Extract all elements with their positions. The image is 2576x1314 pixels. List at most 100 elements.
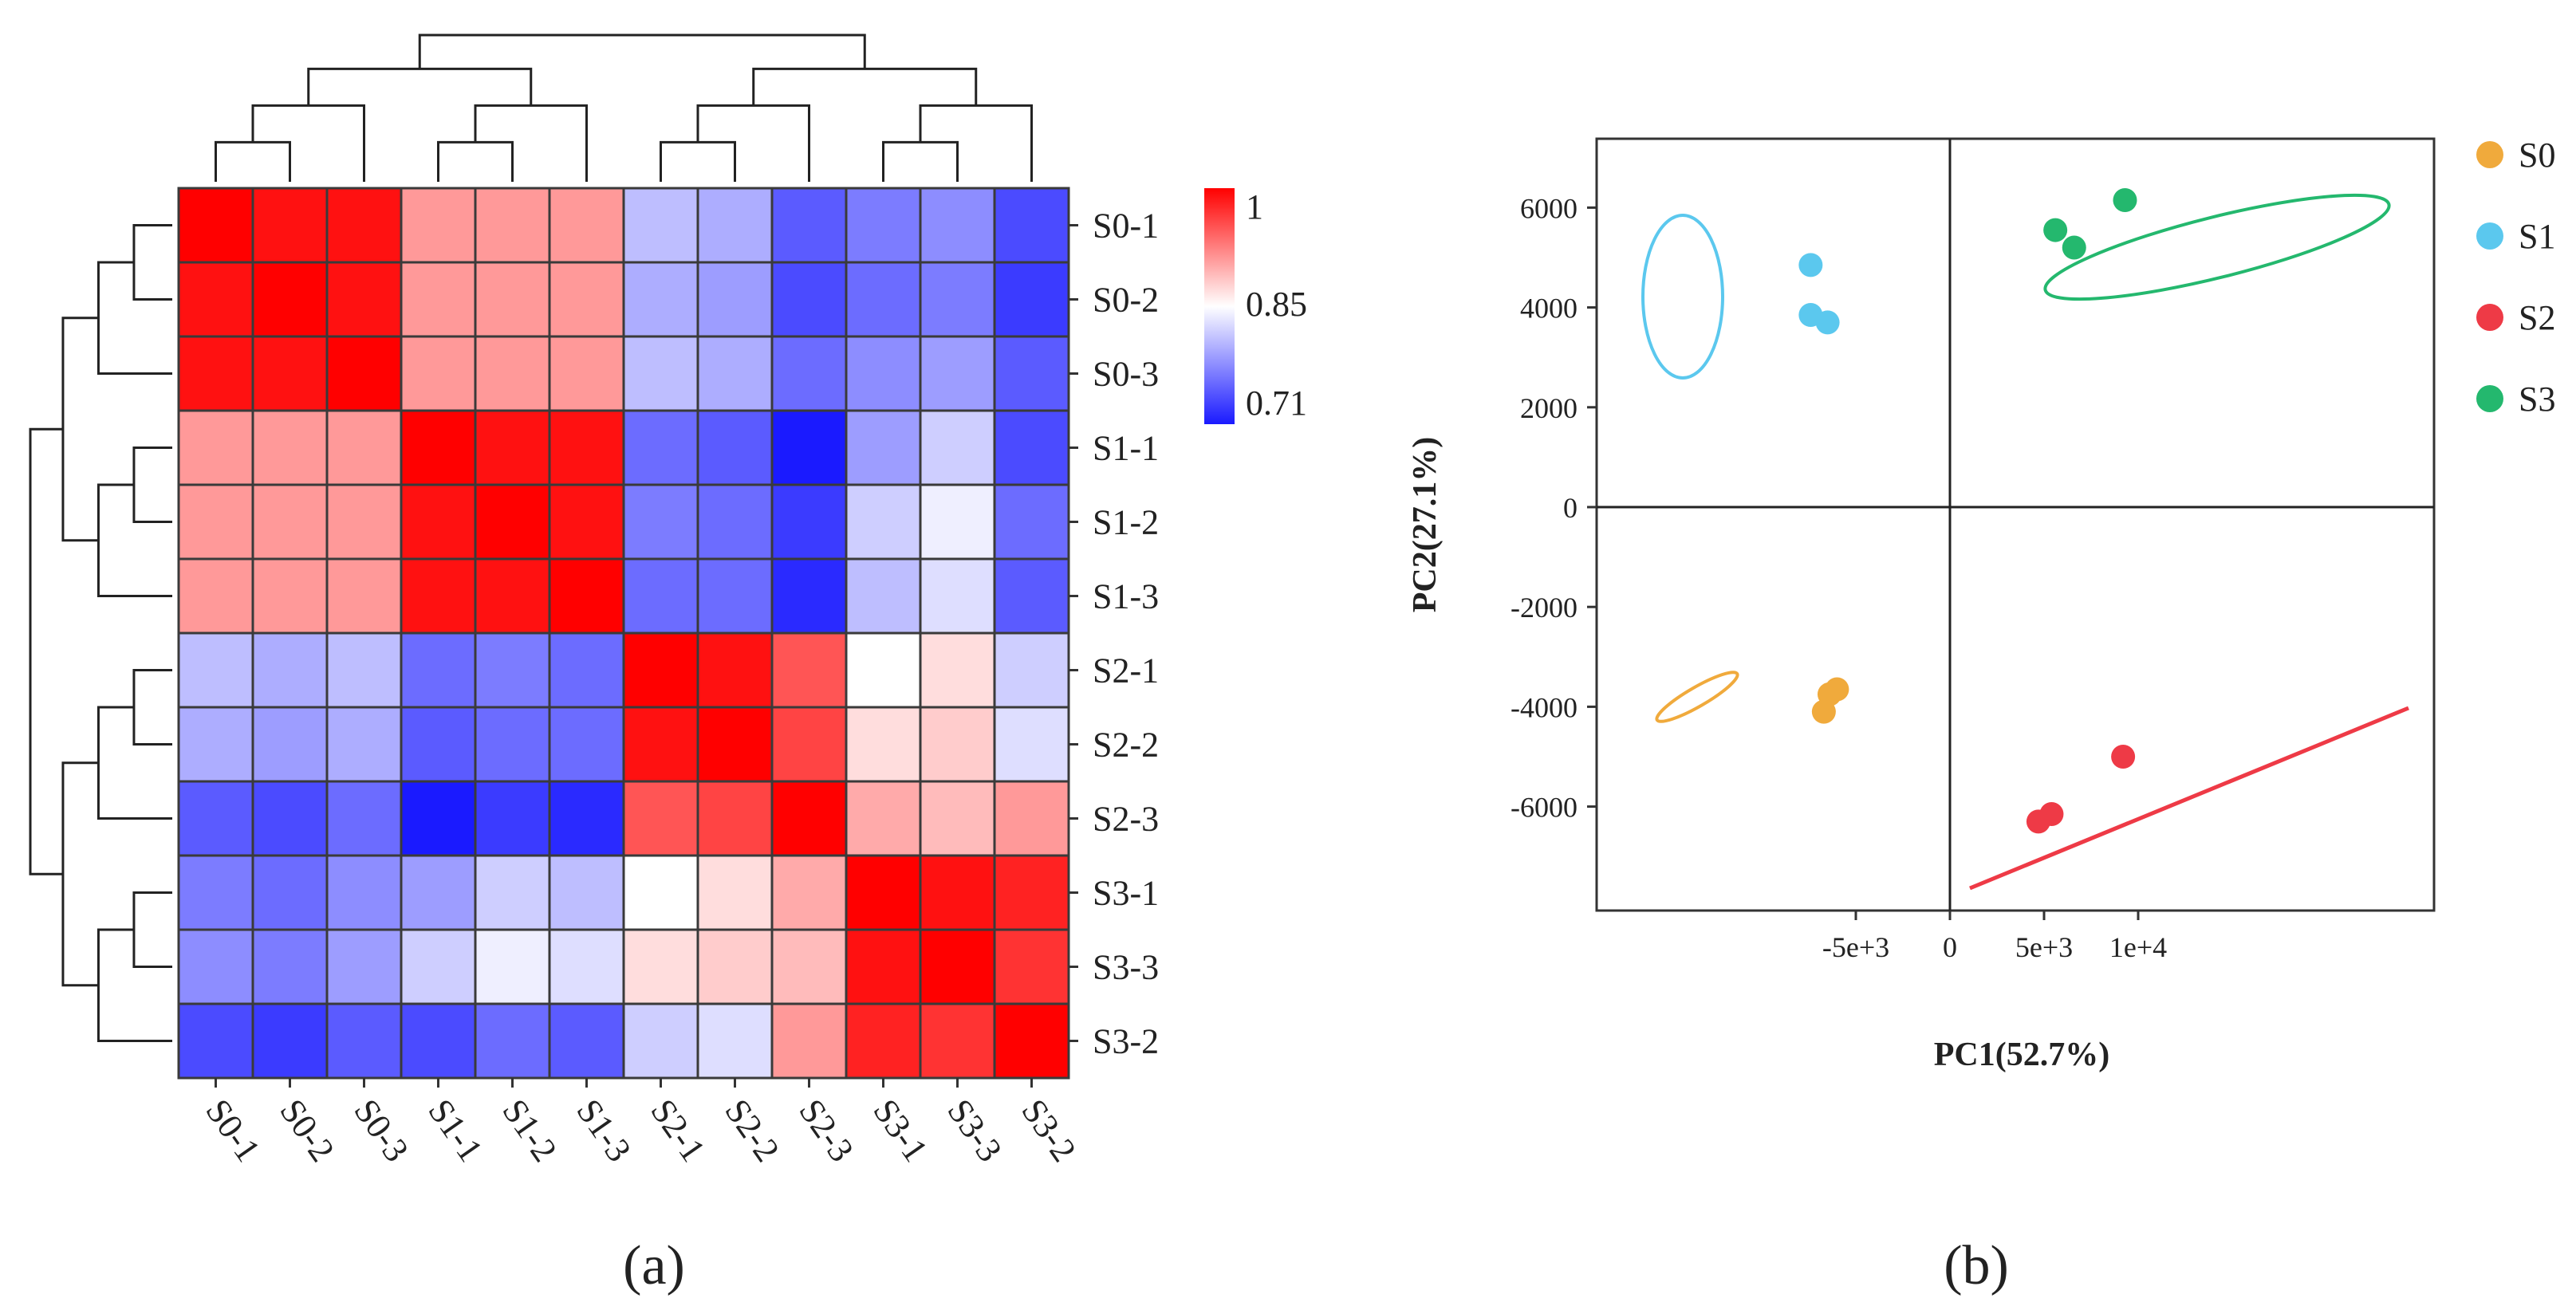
heatmap-cell [548,409,625,486]
heatmap-cell [251,780,329,857]
heatmap-cell [400,187,477,264]
heatmap-cell [325,1002,403,1080]
x-axis-label: PC1(52.7%) [1934,1037,2109,1073]
heatmap-cell [177,483,254,561]
col-label: S3-2 [1014,1092,1084,1169]
heatmap-cell [325,854,403,931]
legend-label-S3: S3 [2519,380,2555,419]
heatmap-cell [251,187,329,264]
heatmap-cell [548,335,625,412]
heatmap-cell [696,483,774,561]
heatmap-cell [325,187,403,264]
heatmap-cell [325,706,403,783]
heatmap-cell [400,928,477,1005]
dendrogram-link [97,483,172,597]
heatmap-cell [993,261,1070,338]
x-tick-label: 5e+3 [2015,931,2073,963]
colorbar-gradient [1204,188,1235,424]
heatmap-cell [845,187,922,264]
heatmap-cell [770,928,848,1005]
heatmap-cell [325,780,403,857]
heatmap-cell [919,706,996,783]
col-label: S0-1 [198,1092,268,1169]
heatmap-cell [696,335,774,412]
heatmap-cell [919,928,996,1005]
heatmap-cell [548,557,625,635]
heatmap-cell [474,261,551,338]
x-tick-label: 1e+4 [2109,931,2167,963]
y-axis-ticks: 6000 4000 2000 0 -2000 -4000 -6000 [1511,192,1597,824]
col-label: S0-2 [272,1092,342,1169]
heatmap-cell [474,780,551,857]
heatmap-cell [325,409,403,486]
heatmap-cell [400,335,477,412]
heatmap-cell [474,928,551,1005]
S2-line [1969,706,2409,891]
row-label: S1-3 [1093,577,1159,616]
pca-point-S3 [2043,218,2068,242]
heatmap-cell [770,409,848,486]
heatmap-cell [993,706,1070,783]
dendrogram-link [919,104,1033,182]
dendrogram-link [696,104,810,182]
heatmap-cell [400,780,477,857]
y-tick-label: 0 [1563,492,1578,524]
heatmap-cell [919,631,996,709]
heatmap-cell [770,854,848,931]
row-label: S3-1 [1093,874,1159,913]
heatmap-cell [177,335,254,412]
panel-b-pca: 6000 4000 2000 0 -2000 -4000 -6000 -5e+3 0 5e+3 1… [1407,136,2555,1296]
y-tick-label: -2000 [1511,592,1578,624]
heatmap-cell [845,706,922,783]
heatmap-cell [177,780,254,857]
dendrogram-link [132,224,172,301]
S0-ellipse [1655,671,1739,723]
heatmap-cell [993,1002,1070,1080]
heatmap-cell [325,631,403,709]
dendrogram-link [752,67,978,106]
heatmap-cell [845,335,922,412]
dendrogram-link [29,427,63,875]
heatmap-cell [474,854,551,931]
x-axis-ticks: -5e+3 0 5e+3 1e+4 [1822,911,2167,963]
y-tick-label: -6000 [1511,792,1578,824]
heatmap-cell [177,261,254,338]
heatmap-cell [251,557,329,635]
heatmap-cell [622,1002,699,1080]
heatmap-cell [400,854,477,931]
heatmap-cell [993,335,1070,412]
heatmap-cell [845,483,922,561]
heatmap-cell [919,335,996,412]
pca-point-S3 [2113,188,2137,213]
dendrogram-link [97,928,172,1042]
heatmap-cell [474,187,551,264]
legend-label-S0: S0 [2519,136,2555,175]
heatmap-cell [770,483,848,561]
heatmap-cell [696,706,774,783]
heatmap-cell [548,780,625,857]
heatmap-cell [548,1002,625,1080]
heatmap-cell [845,557,922,635]
plot-frame [1595,137,2436,912]
heatmap-cell [474,409,551,486]
heatmap-cell [696,928,774,1005]
panel-a-heatmap: S0-1S0-2S0-3S1-1S1-2S1-3S2-1S2-2S2-3S3-1… [29,33,1307,1296]
dendrogram-link [882,140,959,182]
y-tick-label: 2000 [1520,392,1578,424]
heatmap-cell [622,854,699,931]
heatmap-cell [993,631,1070,709]
dendrogram-link [97,261,172,375]
heatmap-cell [548,631,625,709]
panel-a-label: (a) [623,1235,685,1296]
heatmap-cell [622,261,699,338]
y-tick-label: 4000 [1520,293,1578,325]
dendrogram-link [418,33,866,69]
heatmap-cell [770,706,848,783]
legend: S0 S1 S2 S3 [2476,136,2555,419]
heatmap-cell [919,409,996,486]
col-label: S1-3 [569,1092,639,1169]
heatmap-cell [993,187,1070,264]
heatmap-cell [177,1002,254,1080]
x-tick-label: -5e+3 [1822,931,1889,963]
